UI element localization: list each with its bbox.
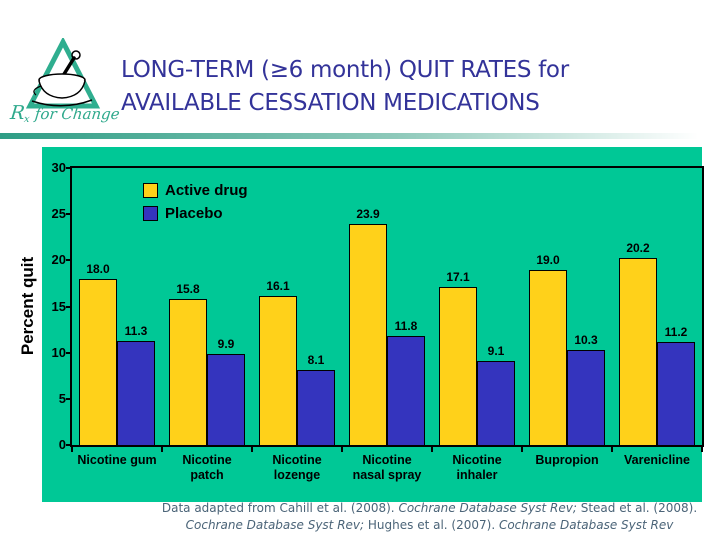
bar-value-label: 19.0 xyxy=(536,253,560,267)
legend-label: Placebo xyxy=(165,205,223,222)
y-tick-mark xyxy=(66,259,71,262)
bar-group: 19.0 10.3 xyxy=(522,168,612,445)
x-axis-label: Bupropion xyxy=(535,453,599,467)
bar-active-drug xyxy=(439,287,477,445)
y-axis-title: Percent quit xyxy=(18,256,37,356)
y-tick-label: 20 xyxy=(51,252,66,268)
x-axis-ticks xyxy=(71,447,703,453)
bar-value-label: 8.1 xyxy=(307,353,325,367)
bar-placebo xyxy=(387,336,425,445)
citation-journal: Cochrane Database Syst Rev; xyxy=(398,501,577,515)
citation-text: Stead et al. (2008). xyxy=(576,501,698,515)
bar-value-label: 9.1 xyxy=(487,344,505,358)
citation-text: Hughes et al. (2007). xyxy=(364,518,499,532)
rx-for-change-logo: Rx for Change xyxy=(8,36,121,131)
y-tick-label: 25 xyxy=(51,206,66,222)
citation-line: Cochrane Database Syst Rev; Hughes et al… xyxy=(140,517,719,534)
x-tick-mark xyxy=(701,447,703,452)
bar-value-label: 11.2 xyxy=(664,325,688,339)
bar-active-drug xyxy=(169,299,207,445)
x-axis-label: Nicotine inhaler xyxy=(452,453,502,482)
x-axis-label: Nicotine gum xyxy=(77,453,157,467)
y-tick-label: 15 xyxy=(51,298,66,314)
bar-value-label: 16.1 xyxy=(266,279,290,293)
x-axis-label: Nicotine nasal spray xyxy=(352,453,422,482)
x-axis-label: Varenicline xyxy=(623,453,690,467)
legend-swatch xyxy=(143,206,158,221)
x-tick-mark xyxy=(251,447,253,452)
bar-active-drug xyxy=(619,258,657,445)
y-tick-mark xyxy=(66,213,71,216)
bar-active-drug xyxy=(79,279,117,445)
y-tick-label: 5 xyxy=(58,390,66,406)
slide-title-line2: AVAILABLE CESSATION MEDICATIONS xyxy=(121,90,540,116)
slide-title-line1: LONG-TERM (≥6 month) QUIT RATES for xyxy=(121,57,569,83)
slide-title: LONG-TERM (≥6 month) QUIT RATES for AVAI… xyxy=(121,54,713,120)
x-tick-mark xyxy=(71,447,73,452)
citation-journal: Cochrane Database Syst Rev; xyxy=(185,518,365,532)
y-tick-mark xyxy=(66,351,71,354)
y-tick-label: 0 xyxy=(58,437,66,452)
legend-item: Active drug xyxy=(143,182,248,199)
bar-value-label: 20.2 xyxy=(626,241,650,255)
bar-placebo xyxy=(567,350,605,445)
bar-active-drug xyxy=(529,270,567,445)
x-tick-mark xyxy=(611,447,613,452)
bar-group: 20.2 11.2 xyxy=(612,168,702,445)
logo-wordmark: Rx for Change xyxy=(9,102,121,125)
y-tick-mark xyxy=(66,305,71,308)
citation-line: Data adapted from Cahill et al. (2008). … xyxy=(140,500,719,517)
bar-placebo xyxy=(297,370,335,445)
citation-text: Data adapted from Cahill et al. (2008). xyxy=(161,501,399,515)
bar-chart: 18.0 11.3 15.8 9.9 16.1 8.1 23.9 11.8 17.1 9.1 19.… xyxy=(42,147,704,502)
bar-value-label: 9.9 xyxy=(217,337,235,351)
y-tick-mark xyxy=(66,397,71,400)
mortar-pestle-triangle-icon xyxy=(25,38,101,109)
legend-item: Placebo xyxy=(143,205,248,222)
bar-group: 23.9 11.8 xyxy=(342,168,432,445)
bar-value-label: 10.3 xyxy=(574,333,598,347)
bar-active-drug xyxy=(259,296,297,445)
bar-value-label: 11.3 xyxy=(124,324,148,338)
bar-value-label: 23.9 xyxy=(356,207,380,221)
y-tick-label: 30 xyxy=(51,160,66,175)
y-tick-label: 10 xyxy=(51,344,66,360)
x-tick-mark xyxy=(521,447,523,452)
bar-placebo xyxy=(477,361,515,445)
bar-placebo xyxy=(657,342,695,445)
x-axis-labels: Nicotine gum Nicotine patch Nicotine lozen… xyxy=(72,453,702,499)
y-tick-mark xyxy=(66,167,71,169)
x-axis-label: Nicotine patch xyxy=(182,453,232,482)
y-tick-mark xyxy=(66,444,71,446)
bar-group: 17.1 9.1 xyxy=(432,168,522,445)
title-divider xyxy=(0,133,720,139)
bar-group: 18.0 11.3 xyxy=(72,168,162,445)
citation-journal: Cochrane Database Syst Rev xyxy=(498,518,674,532)
logo-rest: for Change xyxy=(29,105,121,123)
x-tick-mark xyxy=(161,447,163,452)
bar-group: 16.1 8.1 xyxy=(252,168,342,445)
x-tick-mark xyxy=(431,447,433,452)
bar-placebo xyxy=(207,354,245,445)
bar-value-label: 15.8 xyxy=(176,282,200,296)
x-axis-label: Nicotine lozenge xyxy=(272,453,322,482)
legend-label: Active drug xyxy=(165,182,248,199)
bar-group: 15.8 9.9 xyxy=(162,168,252,445)
chart-legend: Active drug Placebo xyxy=(143,182,248,228)
bar-value-label: 18.0 xyxy=(86,262,110,276)
bar-active-drug xyxy=(349,224,387,445)
x-tick-mark xyxy=(341,447,343,452)
source-citation: Data adapted from Cahill et al. (2008). … xyxy=(140,500,719,534)
bar-value-label: 17.1 xyxy=(446,270,470,284)
plot-area: 18.0 11.3 15.8 9.9 16.1 8.1 23.9 11.8 17.1 9.1 19.… xyxy=(70,166,704,447)
bar-value-label: 11.8 xyxy=(394,319,418,333)
bar-placebo xyxy=(117,341,155,445)
legend-swatch xyxy=(143,183,158,198)
